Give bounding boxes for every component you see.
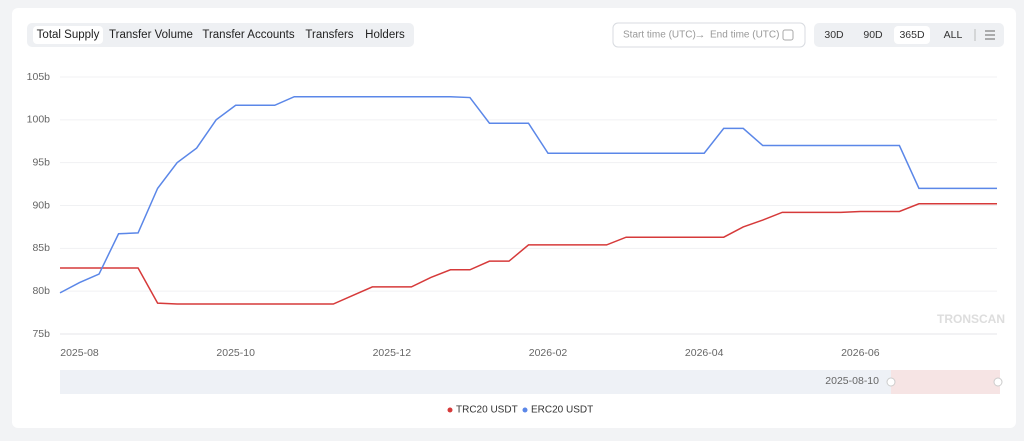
card [12,8,1016,428]
x-tick-label: 2026-04 [685,347,724,359]
start-time[interactable]: Start time (UTC) [623,30,696,41]
legend-marker [522,407,528,413]
watermark: TRONSCAN [937,312,1005,326]
end-time[interactable]: End time (UTC) [710,30,779,41]
series-line [59,95,997,294]
menu-icon[interactable] [985,30,995,40]
range-button[interactable]: 90D [863,29,883,41]
range-button[interactable]: 30D [824,29,844,41]
slider-handle[interactable] [993,377,1003,387]
range-active [894,26,930,44]
range-button[interactable]: ALL [944,29,963,41]
tab[interactable]: Transfers [305,29,353,41]
arrow: → [695,29,706,41]
y-tick-label: 90b [32,199,50,211]
legend-label[interactable]: ERC20 USDT [531,405,593,416]
tab[interactable]: Transfer Volume [109,29,193,41]
x-tick-label: 2026-02 [529,347,568,359]
y-tick-label: 85b [32,242,50,254]
x-tick-label: 2025-10 [216,347,255,359]
y-tick-label: 80b [32,285,50,297]
tab-bar [27,23,414,47]
y-tick-label: 105b [27,71,51,83]
y-tick-label: 100b [27,114,51,126]
slider-label: 2025-08-10 [825,375,879,387]
x-tick-label: 2025-12 [373,347,412,359]
series-line [60,203,997,305]
x-tick-label: 2025-08 [60,347,99,359]
tab[interactable]: Holders [365,29,405,41]
legend-label[interactable]: TRC20 USDT [456,405,518,416]
x-tick-label: 2026-06 [841,347,880,359]
tab[interactable]: Transfer Accounts [202,29,295,41]
y-tick-label: 95b [32,156,50,168]
tab[interactable]: Total Supply [37,29,100,41]
calendar-icon[interactable] [782,29,794,41]
range-button[interactable]: 365D [899,29,925,41]
date-range[interactable] [612,22,806,48]
tab-active [33,26,103,44]
legend-marker [447,407,453,413]
slider-track[interactable] [60,370,1000,394]
slider-window[interactable] [891,370,1000,394]
y-tick-label: 75b [32,328,50,340]
slider-handle[interactable] [886,377,896,387]
